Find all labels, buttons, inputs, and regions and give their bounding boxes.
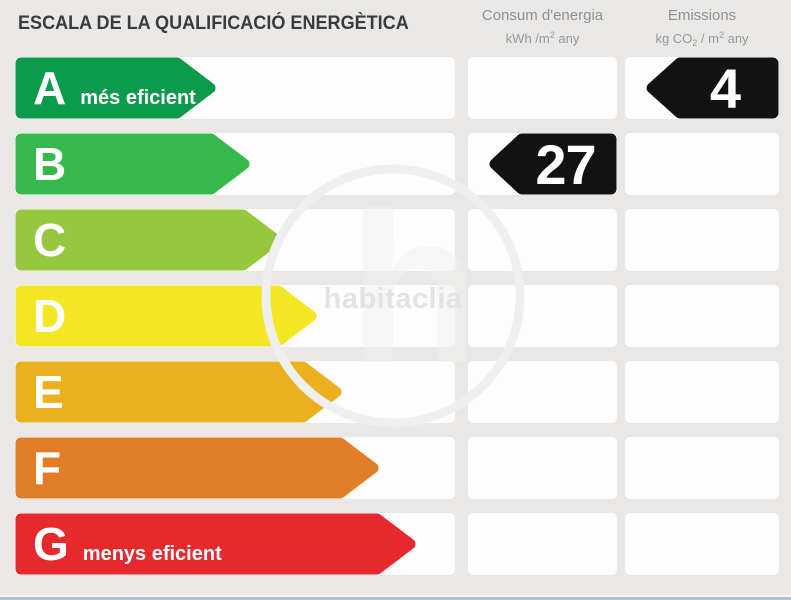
unit-segment: kWh /m: [505, 31, 550, 46]
consum-cell: [468, 361, 617, 423]
rating-row-B: B 27: [0, 132, 791, 196]
scale-bar-cell: B: [15, 133, 455, 195]
rating-bar-text: E: [15, 361, 64, 423]
column-header-consum: Consum d'energia kWh /m2 any: [468, 7, 617, 46]
rating-arrow-G-icon: [15, 513, 416, 575]
rating-letter: G: [33, 518, 69, 570]
rating-label: menys eficient: [82, 543, 222, 565]
page-title: ESCALA DE LA QUALIFICACIÓ ENERGÈTICA: [18, 13, 409, 34]
rating-row-D: D: [0, 285, 791, 347]
rating-arrow-E-icon: [15, 361, 342, 423]
rating-arrow-B-icon: [15, 133, 250, 195]
unit-segment: any: [723, 31, 749, 46]
rating-bar-text: C: [15, 209, 66, 271]
rating-letter: C: [33, 214, 67, 266]
rating-arrow-F-icon: [15, 437, 379, 499]
rating-row-F: F: [0, 437, 791, 499]
rating-bar-text: G menys eficient: [15, 513, 222, 575]
rating-row-G: G menys eficient: [0, 513, 791, 575]
emissions-value-arrow: 4: [645, 56, 779, 120]
rating-letter: A: [33, 62, 67, 114]
consum-cell: [468, 57, 617, 119]
emissions-cell: [625, 513, 779, 575]
emissions-cell: [625, 133, 779, 195]
emissions-cell: [625, 209, 779, 271]
emissions-value-arrow-shape-icon: [646, 57, 779, 119]
unit-segment: 2: [718, 30, 724, 40]
rating-bar-text: F: [15, 437, 61, 499]
emissions-cell: [625, 361, 779, 423]
rating-arrow-C-icon: [15, 209, 282, 271]
rating-row-C: C: [0, 209, 791, 271]
scale-bar-cell: D: [15, 285, 455, 347]
rating-row-A: A més eficient 4: [0, 56, 791, 120]
scale-bar-cell: C: [15, 209, 455, 271]
consum-header-title: Consum d'energia: [481, 7, 604, 24]
consum-header-units: kWh /m2 any: [468, 28, 617, 46]
scale-bar-cell: G menys eficient: [15, 513, 455, 575]
emissions-cell: [625, 285, 779, 347]
emissions-cell: 4: [625, 56, 779, 120]
rating-letter: D: [33, 290, 67, 342]
rating-bar-text: A més eficient: [15, 57, 196, 119]
scale-bar-cell: A més eficient: [15, 57, 455, 119]
unit-segment: 2: [692, 38, 698, 48]
consum-cell: [468, 209, 617, 271]
scale-bar-cell: E: [15, 361, 455, 423]
rating-letter: B: [33, 138, 67, 190]
unit-segment: 2: [549, 30, 555, 40]
consum-cell: 27: [468, 132, 617, 196]
consum-cell: [468, 437, 617, 499]
unit-segment: any: [554, 31, 580, 46]
rating-arrow-A-icon: [15, 57, 216, 119]
rating-row-E: E: [0, 361, 791, 423]
unit-segment: / m: [697, 31, 719, 46]
column-header-emissions: Emissions kg CO2 / m2 any: [625, 7, 779, 51]
bottom-border: [0, 597, 791, 600]
emissions-cell: [625, 437, 779, 499]
emissions-value-arrow-value: 4: [709, 56, 741, 120]
consum-cell: [468, 513, 617, 575]
emissions-header-title: Emissions: [667, 7, 737, 24]
unit-segment: kg CO: [655, 31, 693, 46]
rating-bar-text: D: [15, 285, 66, 347]
consum-value-arrow: 27: [488, 132, 617, 196]
emissions-header-units: kg CO2 / m2 any: [625, 28, 779, 51]
consum-cell: [468, 285, 617, 347]
consum-value-arrow-value: 27: [535, 132, 596, 196]
rating-letter: E: [33, 366, 64, 418]
rating-label: més eficient: [80, 87, 196, 109]
rating-bar-text: B: [15, 133, 66, 195]
scale-bar-cell: F: [15, 437, 455, 499]
rating-letter: F: [33, 442, 62, 494]
